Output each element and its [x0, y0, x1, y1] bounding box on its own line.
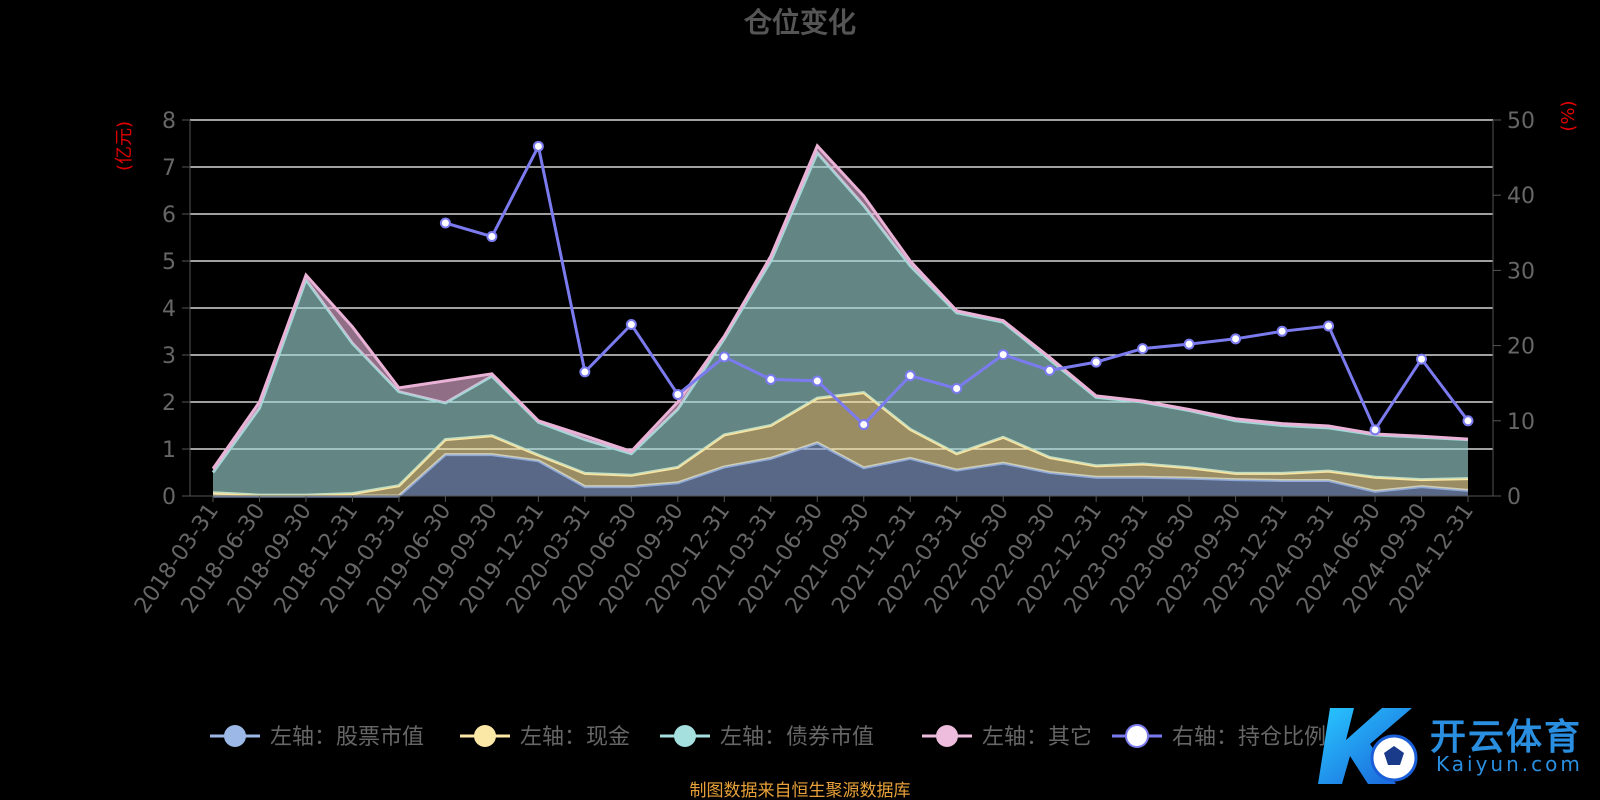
legend-label: 左轴：股票市值 [270, 725, 424, 750]
ratio-point [486, 231, 498, 243]
ratio-point [718, 351, 730, 363]
area-line-3 [211, 143, 1469, 470]
left-tick-label: 6 [162, 203, 176, 228]
chart-title: 仓位变化 [744, 6, 856, 39]
ratio-point [1137, 343, 1149, 355]
ratio-point [672, 388, 684, 400]
right-tick-label: 10 [1507, 410, 1535, 435]
right-tick-label: 0 [1507, 485, 1521, 510]
legend-marker [674, 725, 696, 747]
legend-item[interactable]: 左轴：债券市值 [660, 725, 874, 750]
right-tick-label: 50 [1507, 109, 1535, 134]
left-tick-label: 0 [162, 485, 176, 510]
left-axis-title: (亿元) [114, 121, 135, 171]
left-tick-label: 7 [162, 156, 176, 181]
ratio-point [1044, 364, 1056, 376]
ratio-point [1276, 325, 1288, 337]
legend-label: 左轴：债券市值 [720, 725, 874, 750]
ratio-line [439, 140, 1474, 436]
watermark-logo [1312, 700, 1592, 790]
area-0 [213, 442, 1468, 496]
legend-item[interactable]: 右轴：持仓比例 [1112, 724, 1326, 750]
legend-item[interactable]: 左轴：股票市值 [210, 725, 424, 750]
ratio-point [997, 349, 1009, 361]
watermark-name: 开云体育 [1430, 717, 1583, 758]
legend-marker [1125, 724, 1149, 748]
legend-item[interactable]: 左轴：现金 [460, 725, 630, 750]
legend-marker [474, 725, 496, 747]
ratio-point [811, 375, 823, 387]
right-tick-label: 20 [1507, 335, 1535, 360]
ratio-point [532, 140, 544, 152]
legend-label: 左轴：现金 [520, 725, 630, 750]
left-tick-label: 1 [162, 438, 176, 463]
legend-marker [224, 725, 246, 747]
kaiyun-k-icon [1318, 708, 1418, 784]
legend[interactable]: 左轴：股票市值 左轴：现金 左轴：债券市值 左轴：其它 右轴：持仓比例 [210, 724, 1326, 750]
left-tick-label: 8 [162, 109, 176, 134]
ratio-point [1090, 356, 1102, 368]
legend-label: 左轴：其它 [982, 725, 1092, 750]
legend-marker [936, 725, 958, 747]
left-tick-label: 5 [162, 250, 176, 275]
stacked-areas [211, 143, 1469, 498]
ratio-point [858, 419, 870, 431]
right-tick-label: 30 [1507, 259, 1535, 284]
right-axis-title: (%) [1558, 100, 1579, 131]
ratio-point [904, 370, 916, 382]
left-tick-label: 4 [162, 297, 176, 322]
ratio-point [1230, 333, 1242, 345]
ratio-point [439, 217, 451, 229]
footer-note: 制图数据来自恒生聚源数据库 [690, 781, 911, 800]
area-1 [213, 392, 1468, 496]
left-tick-label: 2 [162, 391, 176, 416]
left-tick-label: 3 [162, 344, 176, 369]
legend-item[interactable]: 左轴：其它 [922, 725, 1092, 750]
ratio-point [1369, 424, 1381, 436]
ratio-point [951, 382, 963, 394]
ratio-point [1462, 415, 1474, 427]
ratio-point [765, 373, 777, 385]
right-tick-label: 40 [1507, 184, 1535, 209]
ratio-point [1416, 353, 1428, 365]
ratio-point [1323, 320, 1335, 332]
ratio-point [625, 319, 637, 331]
area-2 [213, 152, 1468, 496]
legend-label: 右轴：持仓比例 [1172, 725, 1326, 750]
ratio-point [1183, 338, 1195, 350]
watermark-sub: Kaiyun.com [1436, 752, 1583, 776]
ratio-point [579, 366, 591, 378]
